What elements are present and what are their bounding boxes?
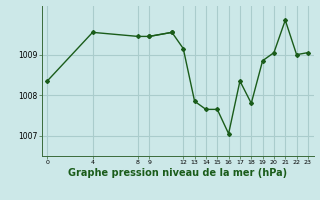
X-axis label: Graphe pression niveau de la mer (hPa): Graphe pression niveau de la mer (hPa) bbox=[68, 168, 287, 178]
